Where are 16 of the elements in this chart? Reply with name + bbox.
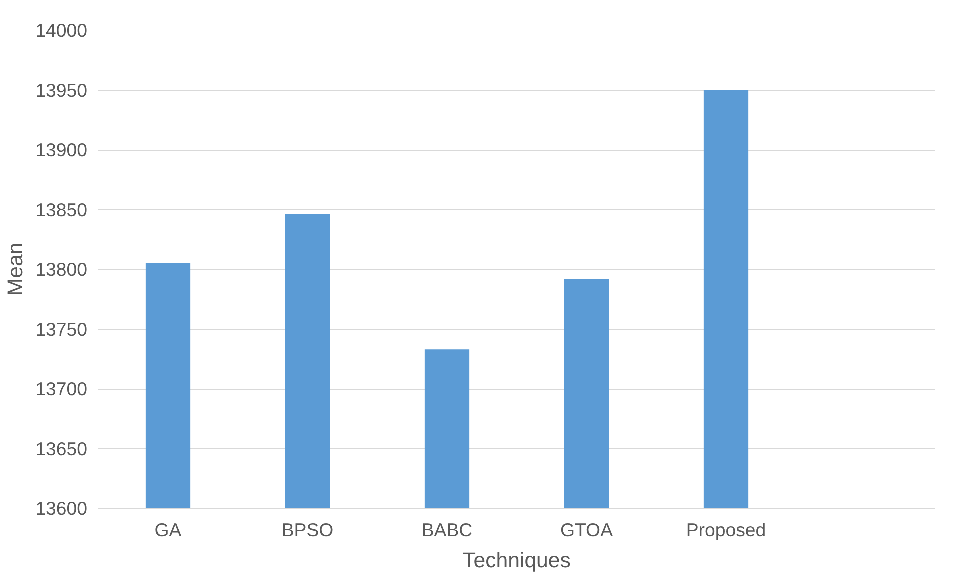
y-tick-label: 13950	[36, 80, 88, 101]
x-tick-label: GTOA	[560, 520, 614, 540]
y-tick-label: 13600	[36, 498, 88, 519]
y-tick-label: 13900	[36, 140, 88, 160]
x-tick-label: BABC	[422, 520, 473, 540]
y-tick-label: 13800	[36, 259, 88, 280]
y-tick-label: 13850	[36, 199, 88, 220]
x-tick-label: Proposed	[686, 520, 766, 540]
x-tick-label: BPSO	[282, 520, 334, 540]
y-tick-label: 13750	[36, 318, 88, 340]
x-tick-label: GA	[154, 520, 182, 540]
y-axis-title: Mean	[4, 242, 28, 296]
y-tick-label: 14000	[36, 20, 88, 41]
y-tick-label: 13700	[36, 378, 88, 400]
x-axis-title: Techniques	[463, 548, 571, 572]
y-tick-label: 13650	[36, 438, 88, 460]
